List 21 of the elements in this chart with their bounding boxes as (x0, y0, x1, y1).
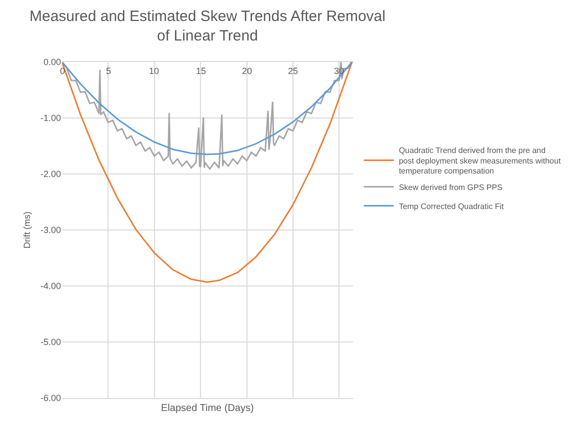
y-tick-label: -2.00 (40, 169, 61, 180)
x-tick-label: 0 (60, 66, 66, 76)
y-tick-label: 0.00 (43, 57, 61, 68)
y-axis-title: Drift (ms) (22, 212, 32, 248)
y-tick-label: -3.00 (40, 225, 61, 236)
legend-label: Temp Corrected Quadratic Fit (398, 202, 505, 211)
x-tick-label: 10 (149, 66, 160, 76)
x-tick-label: 20 (242, 66, 252, 76)
chart-title: Measured and Estimated Skew Trends After Removal of Linear Trend (29, 8, 386, 45)
y-tick-label: -6.00 (40, 393, 61, 404)
x-tick-label: 30 (334, 66, 344, 76)
line-series (62, 62, 353, 283)
x-axis-title: Elapsed Time (Days) (161, 403, 254, 414)
y-tick-label: -4.00 (40, 281, 61, 292)
y-tick-label: -1.00 (40, 113, 61, 124)
x-tick-label: 25 (288, 66, 298, 76)
legend-label: Skew derived from GPS PPS (398, 182, 502, 192)
x-tick-label: 15 (196, 66, 206, 76)
x-tick-label: 5 (106, 66, 112, 76)
legend-label: Quadratic Trend derived from the pre and post deployment skew measurements without temperature compensation (398, 146, 562, 176)
y-tick-label: -5.00 (40, 337, 61, 348)
